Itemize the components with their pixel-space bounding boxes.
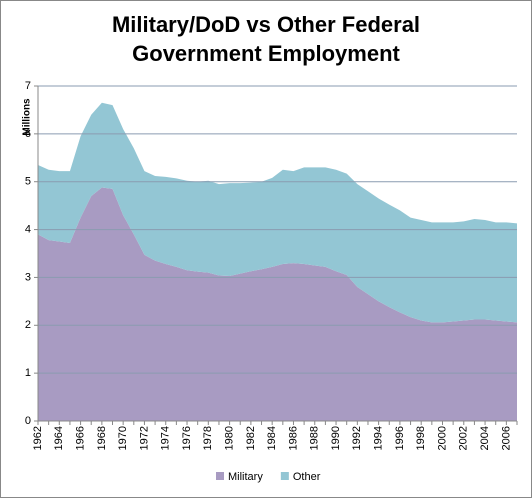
y-tick-label: 0 — [25, 415, 31, 427]
y-tick-label: 7 — [25, 80, 31, 92]
y-tick-label: 3 — [25, 271, 31, 283]
x-tick-label: 2000 — [436, 426, 448, 450]
x-tick-label: 1992 — [351, 426, 363, 450]
x-tick-label: 2004 — [479, 426, 491, 450]
x-tick-label: 1972 — [138, 426, 150, 450]
x-tick-label: 1964 — [53, 426, 65, 450]
x-tick-label: 1988 — [309, 426, 321, 450]
x-tick-label: 1968 — [96, 426, 108, 450]
x-tick-label: 1984 — [266, 426, 278, 450]
x-tick-label: 1966 — [74, 426, 86, 450]
x-tick-label: 1982 — [245, 426, 257, 450]
legend-swatch — [280, 472, 289, 480]
legend-label: Military — [228, 471, 263, 483]
y-tick-label: 1 — [25, 367, 31, 379]
area — [38, 102, 517, 323]
y-tick-label: 4 — [25, 223, 31, 235]
x-tick-label: 1990 — [330, 426, 342, 450]
area — [38, 187, 517, 421]
x-tick-label: 1998 — [415, 426, 427, 450]
y-tick-label: 5 — [25, 176, 31, 188]
x-tick-label: 1996 — [394, 426, 406, 450]
chart-title: Military/DoD vs Other Federal Government… — [111, 12, 421, 66]
legend-swatch — [216, 472, 224, 480]
x-tick-label: 2006 — [500, 426, 512, 450]
x-tick-label: 1980 — [224, 426, 236, 450]
x-tick-label: 1974 — [160, 426, 172, 450]
y-tick-label: 2 — [25, 319, 31, 331]
x-tick-label: 1986 — [287, 426, 299, 450]
y-tick-label: 6 — [25, 128, 31, 140]
x-tick-label: 1994 — [373, 426, 385, 450]
x-tick-label: 1976 — [181, 426, 193, 450]
legend-label: Other — [293, 471, 321, 483]
x-tick-label: 1962 — [32, 426, 44, 450]
x-tick-label: 1978 — [202, 426, 214, 450]
x-tick-label: 1970 — [117, 426, 129, 450]
y-axis-label: Millions — [22, 98, 33, 136]
x-tick-label: 2002 — [458, 426, 470, 450]
